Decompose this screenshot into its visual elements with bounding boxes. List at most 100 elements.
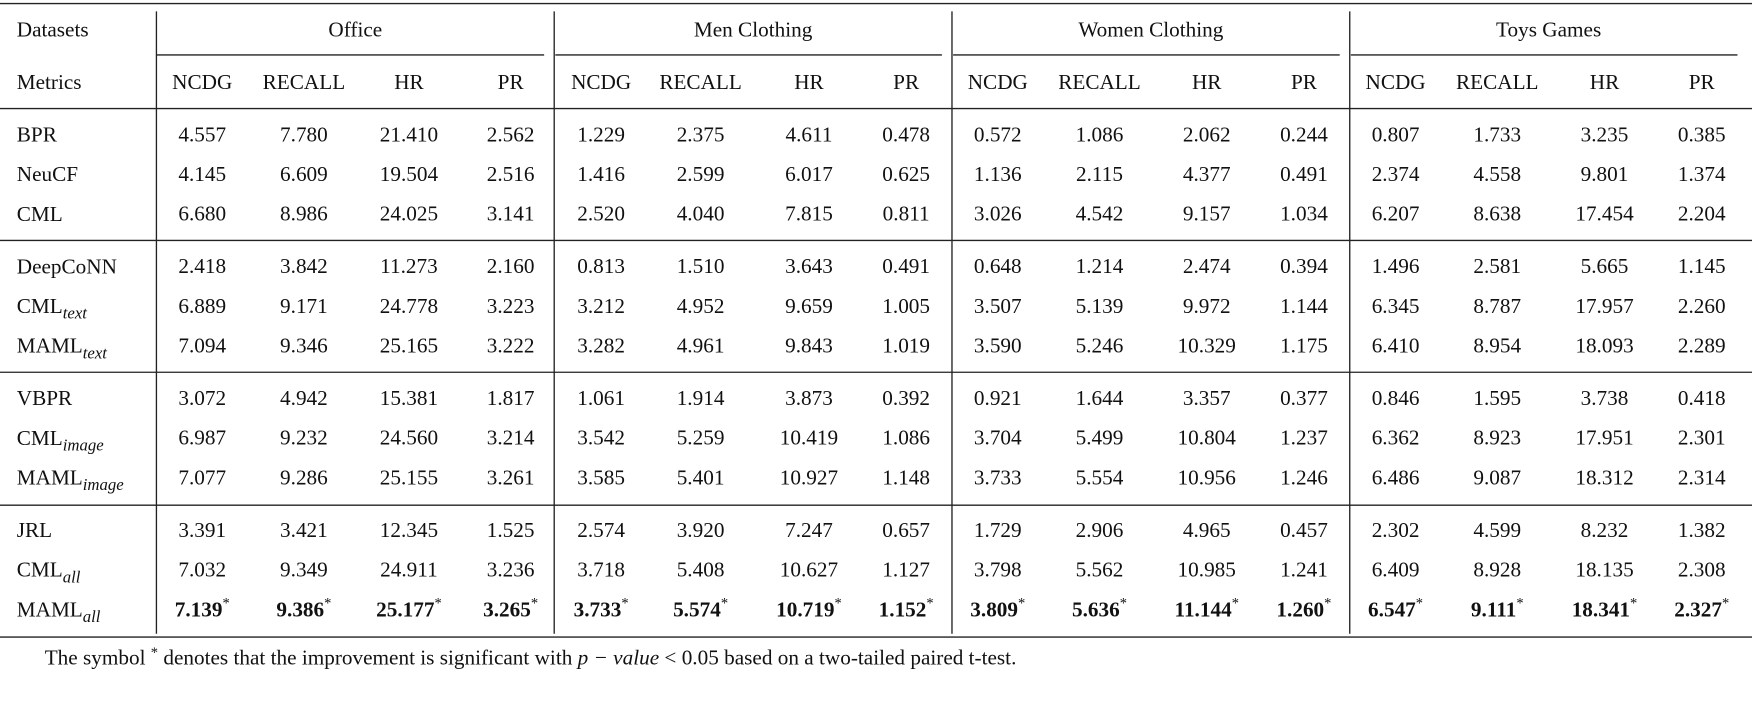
cell: 9.349 xyxy=(280,558,328,582)
cell: 0.625 xyxy=(882,162,930,186)
cell: 3.282 xyxy=(577,334,625,358)
cell: 6.680 xyxy=(178,202,226,226)
cell: 7.247 xyxy=(785,518,833,542)
cell: 3.072 xyxy=(178,386,226,410)
metric-label: PR xyxy=(1291,70,1318,94)
cell: 3.141 xyxy=(487,202,535,226)
cell: 9.286 xyxy=(280,465,328,489)
cell: 1.086 xyxy=(1076,122,1124,146)
method-base: DeepCoNN xyxy=(17,254,117,278)
cell: 1.733 xyxy=(1473,122,1521,146)
cell: 4.557 xyxy=(178,122,226,146)
cell-value: 9.111 xyxy=(1471,597,1516,621)
cell: 11.273 xyxy=(380,254,438,278)
method-name: DeepCoNN xyxy=(17,254,117,278)
significance-mark: * xyxy=(1416,596,1423,612)
cell: 5.401 xyxy=(677,465,725,489)
cell: 1.241 xyxy=(1280,558,1328,582)
cell: 4.145 xyxy=(178,162,226,186)
cell: 4.377 xyxy=(1183,162,1231,186)
cell: 17.951 xyxy=(1575,426,1633,450)
cell: 2.301 xyxy=(1678,426,1726,450)
cell: 3.391 xyxy=(178,518,226,542)
cell: 2.906 xyxy=(1076,518,1124,542)
group-label: Women Clothing xyxy=(1078,17,1223,41)
cell: 0.394 xyxy=(1280,254,1328,278)
cell: 7.094 xyxy=(178,334,226,358)
cell: 6.017 xyxy=(785,162,833,186)
cell: 3.212 xyxy=(577,294,625,318)
cell: 0.385 xyxy=(1678,122,1726,146)
cell: 3.235 xyxy=(1581,122,1629,146)
cell: 10.804 xyxy=(1178,426,1237,450)
cell: 0.478 xyxy=(882,122,930,146)
cell: 10.627 xyxy=(780,558,838,582)
cell: 2.375 xyxy=(677,122,725,146)
cell: 3.733* xyxy=(574,596,629,621)
method-name: CMLimage xyxy=(17,426,104,455)
cell: 2.115 xyxy=(1076,162,1123,186)
metrics-label: Metrics xyxy=(17,70,82,94)
cell: 3.507 xyxy=(974,294,1022,318)
cell: 5.574* xyxy=(673,596,728,621)
metric-label: HR xyxy=(794,70,824,94)
cell-value: 3.733 xyxy=(574,597,622,621)
cell: 10.419 xyxy=(780,426,838,450)
cell: 17.454 xyxy=(1575,202,1634,226)
metric-label: HR xyxy=(1590,70,1620,94)
cell: 4.611 xyxy=(785,122,832,146)
cell: 6.345 xyxy=(1372,294,1420,318)
cell: 3.873 xyxy=(785,386,833,410)
cell-value: 5.636 xyxy=(1072,597,1120,621)
cell: 18.093 xyxy=(1575,334,1633,358)
cell: 1.145 xyxy=(1678,254,1726,278)
cell: 8.954 xyxy=(1473,334,1521,358)
cell-value: 6.547 xyxy=(1368,597,1416,621)
metric-label: HR xyxy=(1192,70,1222,94)
cell: 4.542 xyxy=(1076,202,1124,226)
cell: 2.308 xyxy=(1678,558,1726,582)
cell: 1.246 xyxy=(1280,465,1328,489)
group-label: Toys Games xyxy=(1496,17,1601,41)
significance-mark: * xyxy=(1018,596,1025,612)
cell: 4.961 xyxy=(677,334,725,358)
significance-mark: * xyxy=(621,596,628,612)
cell: 24.778 xyxy=(380,294,438,318)
cell: 5.554 xyxy=(1076,465,1124,489)
significance-mark: * xyxy=(926,596,933,612)
cell: 6.207 xyxy=(1372,202,1420,226)
cell: 5.499 xyxy=(1076,426,1124,450)
cell: 8.986 xyxy=(280,202,328,226)
cell: 17.957 xyxy=(1575,294,1633,318)
cell: 3.357 xyxy=(1183,386,1231,410)
cell: 1.644 xyxy=(1076,386,1124,410)
cell-value: 10.719 xyxy=(776,597,834,621)
cell: 0.648 xyxy=(974,254,1022,278)
significance-mark: * xyxy=(1630,596,1637,612)
cell: 2.289 xyxy=(1678,334,1726,358)
cell: 3.590 xyxy=(974,334,1022,358)
cell: 5.665 xyxy=(1581,254,1629,278)
cell: 2.516 xyxy=(487,162,535,186)
cell: 4.942 xyxy=(280,386,328,410)
footnote-math: p − value xyxy=(576,645,660,669)
method-subscript: text xyxy=(83,343,108,362)
method-base: CML xyxy=(17,202,63,226)
cell: 2.204 xyxy=(1678,202,1726,226)
cell: 19.504 xyxy=(380,162,439,186)
cell: 2.562 xyxy=(487,122,535,146)
method-name: CML xyxy=(17,202,63,226)
cell: 3.704 xyxy=(974,426,1022,450)
cell: 0.807 xyxy=(1372,122,1420,146)
method-name: CMLtext xyxy=(17,294,88,323)
cell: 4.952 xyxy=(677,294,725,318)
cell: 9.659 xyxy=(785,294,833,318)
cell: 18.341* xyxy=(1572,596,1638,621)
cell: 24.560 xyxy=(380,426,438,450)
cell: 0.813 xyxy=(577,254,625,278)
metric-label: NCDG xyxy=(1366,70,1426,94)
metric-label: RECALL xyxy=(263,70,346,94)
group-label: Men Clothing xyxy=(694,17,813,41)
cell: 3.223 xyxy=(487,294,535,318)
